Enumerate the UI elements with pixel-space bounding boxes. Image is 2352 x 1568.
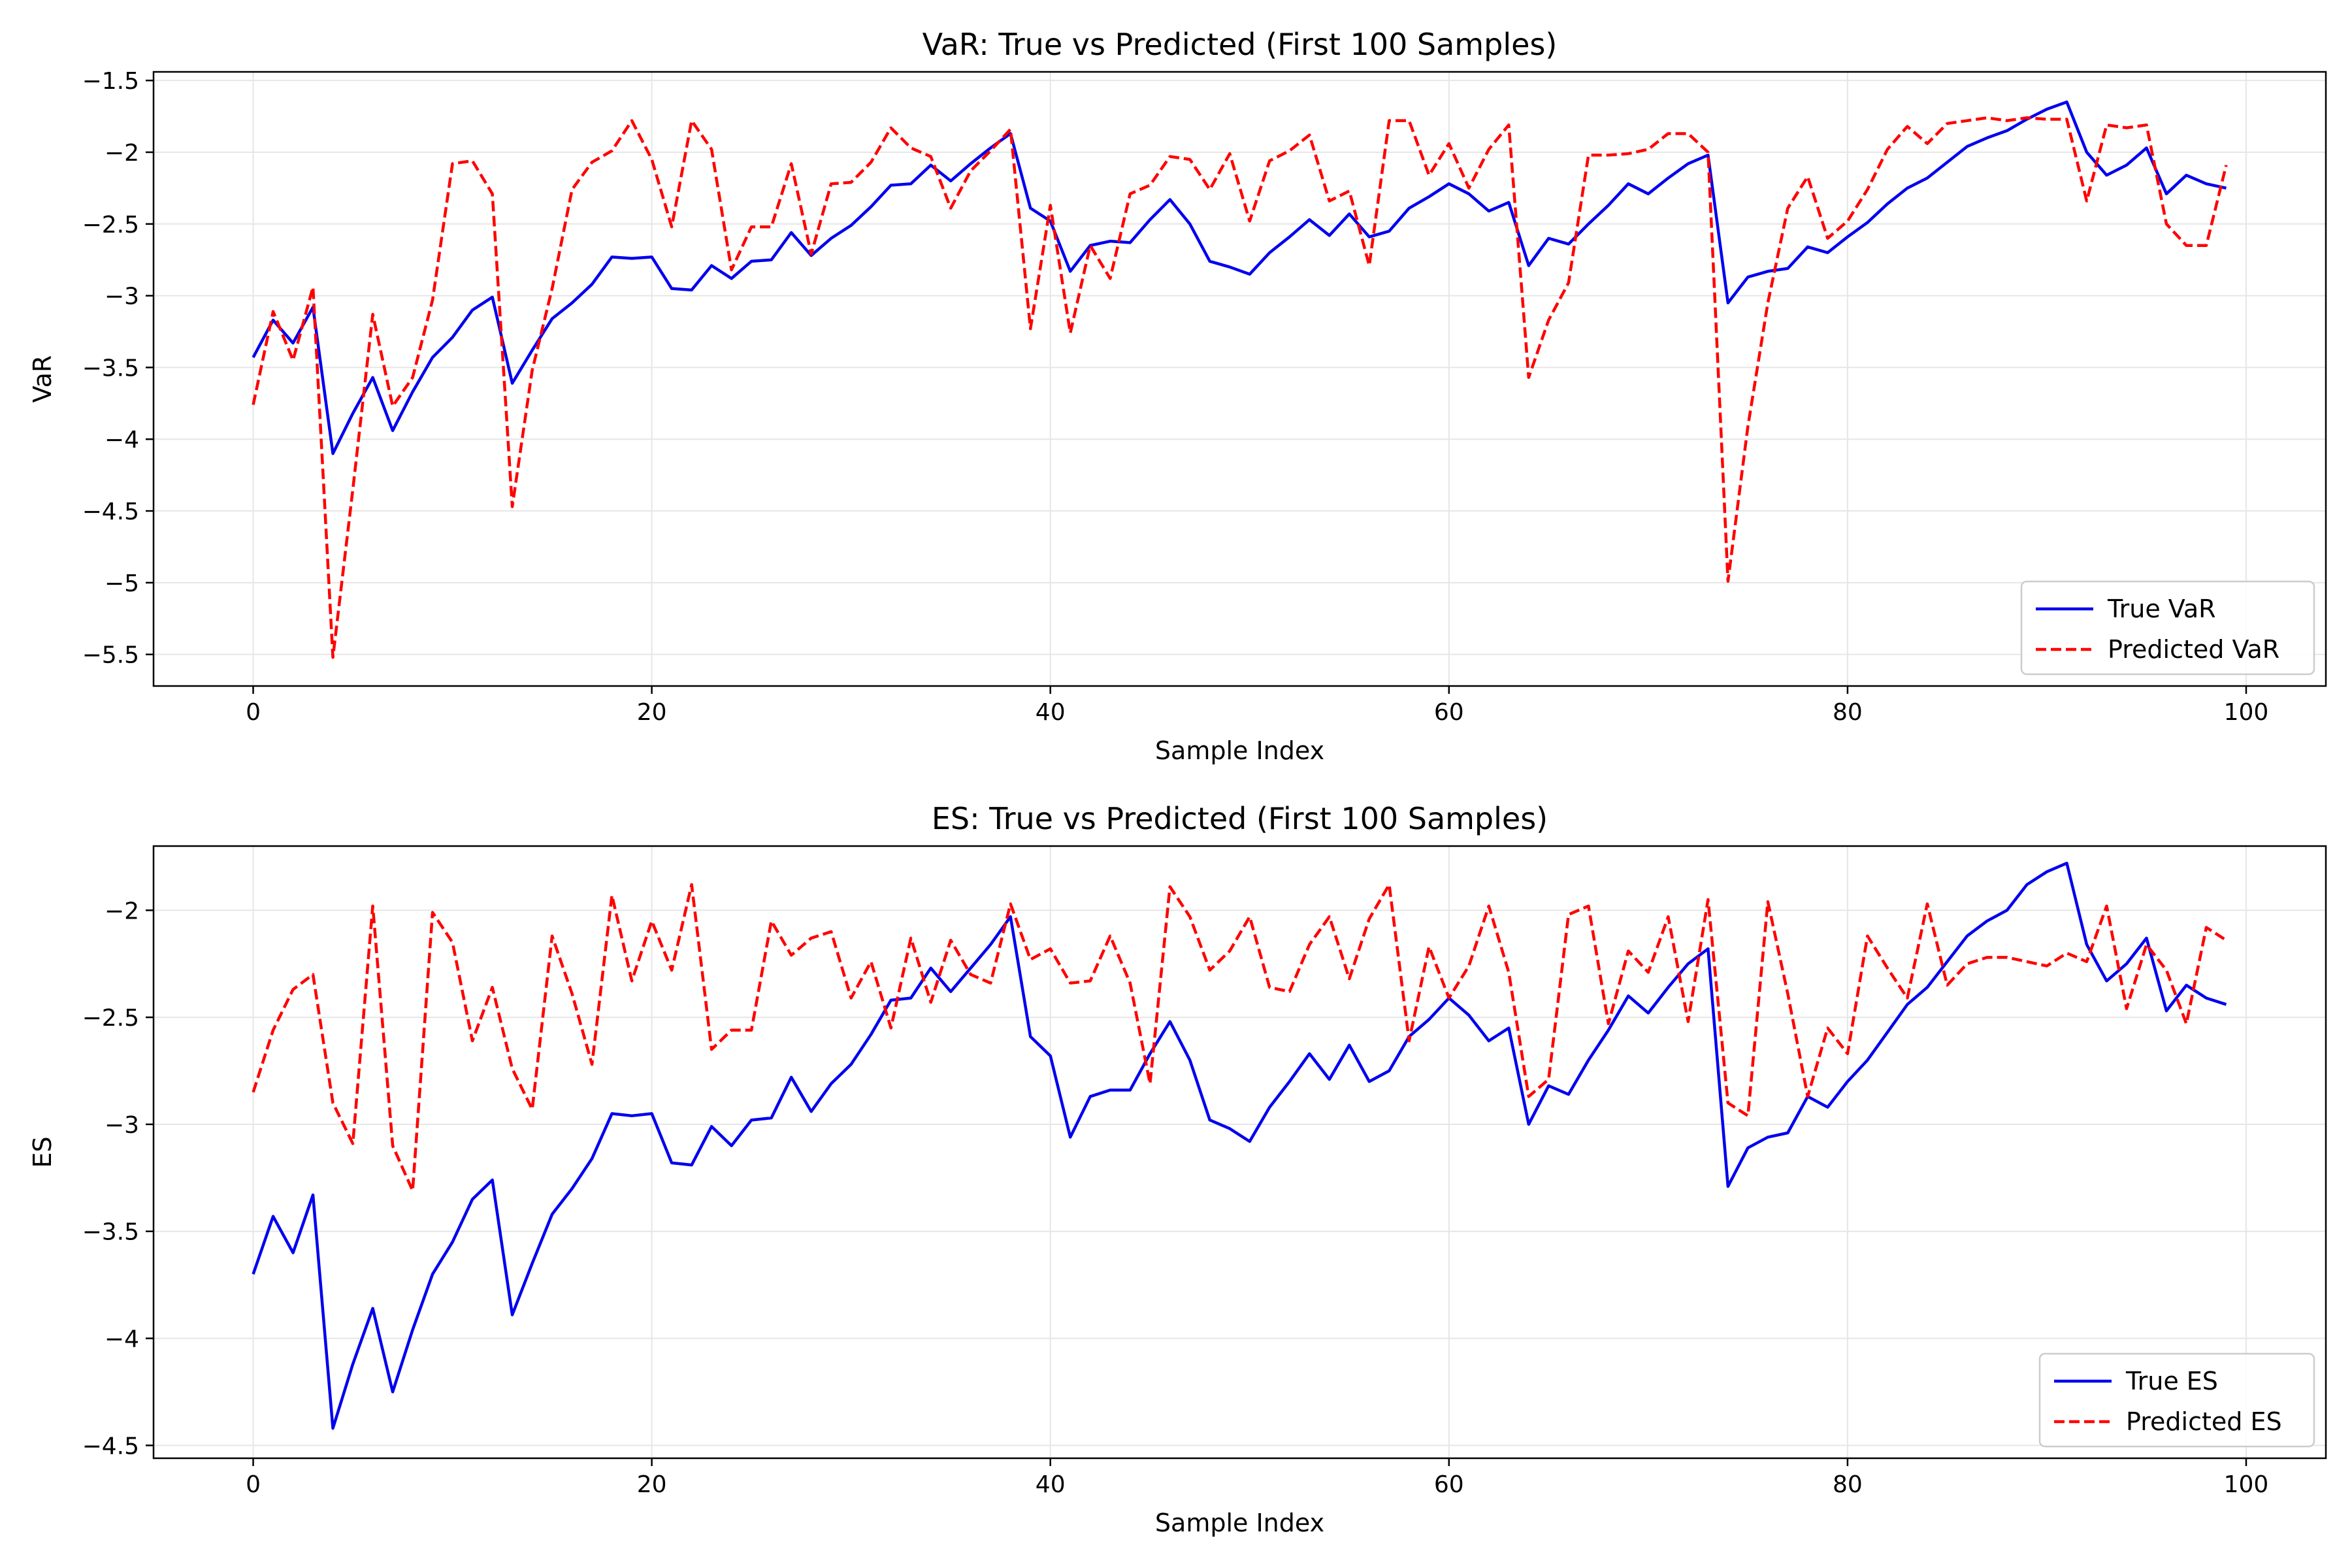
- chart2-ytick-label-0: −4.5: [82, 1433, 139, 1460]
- chart2-xtick-label-1: 20: [637, 1471, 667, 1498]
- chart1-xtick-label-1: 20: [637, 699, 667, 726]
- chart1-ytick-label-0: −5.5: [82, 642, 139, 669]
- chart1-legend-box: [2020, 580, 2315, 676]
- chart1-legend: True VaR Predicted VaR: [2020, 580, 2315, 676]
- chart2-xtick-label-5: 100: [2224, 1471, 2269, 1498]
- chart2-axes-frame: [152, 845, 2327, 1460]
- chart2-xtick-label-3: 60: [1434, 1471, 1464, 1498]
- chart2-ytick-label-5: −2: [105, 898, 139, 924]
- chart2-ytick-label-3: −3: [105, 1112, 139, 1139]
- chart1-ytick-label-8: −1.5: [82, 68, 139, 95]
- chart1-ytick-label-1: −5: [105, 570, 139, 597]
- chart1-series-1-line: [252, 100, 2227, 455]
- chart1-legend-label-2: Predicted VaR: [2108, 635, 2279, 664]
- chart2-xtick-label-0: 0: [246, 1471, 261, 1498]
- chart2-series-2-line: [252, 883, 2227, 1192]
- chart1-xtick-label-4: 80: [1833, 699, 1863, 726]
- chart2-series-1-line: [252, 861, 2227, 1430]
- chart1-ylabel: VaR: [28, 355, 57, 403]
- chart2-legend-label-1: True ES: [2125, 1367, 2218, 1396]
- chart1-title: VaR: True vs Predicted (First 100 Sample…: [923, 27, 1558, 62]
- chart2-xtick-label-4: 80: [1833, 1471, 1863, 1498]
- chart1-xlabel: Sample Index: [1155, 736, 1324, 765]
- chart1-xtick-label-5: 100: [2224, 699, 2269, 726]
- chart2-legend-label-2: Predicted ES: [2126, 1407, 2282, 1436]
- chart1-ytick-label-5: −3: [105, 284, 139, 310]
- chart2-ylabel: ES: [28, 1136, 57, 1168]
- chart1-axes-frame: [152, 71, 2327, 687]
- chart1-ytick-label-6: −2.5: [82, 212, 139, 238]
- chart1-xtick-label-0: 0: [246, 699, 261, 726]
- chart1-ytick-label-3: −4: [105, 427, 139, 453]
- chart2-xtick-label-2: 40: [1036, 1471, 1066, 1498]
- chart1-ytick-label-7: −2: [105, 140, 139, 167]
- chart2-legend: True ES Predicted ES: [2038, 1352, 2315, 1448]
- chart1-ytick-label-2: −4.5: [82, 498, 139, 525]
- chart2: 0 20 40 60 80 100 −4.5 −4 −3.5 −3 −2.5 −2 ES: True v…: [28, 801, 2327, 1537]
- chart1-xtick-label-2: 40: [1036, 699, 1066, 726]
- chart2-legend-box: [2038, 1352, 2315, 1448]
- chart2-xlabel: Sample Index: [1155, 1509, 1324, 1537]
- chart2-ytick-label-1: −4: [105, 1326, 139, 1353]
- chart1-xtick-label-3: 60: [1434, 699, 1464, 726]
- chart2-title: ES: True vs Predicted (First 100 Samples…: [932, 801, 1548, 836]
- chart1: 0 20 40 60 80 100 −5.5 −5 −4.5 −4 −3.5 −3 −2.5 −2 −1.5…: [28, 27, 2327, 765]
- chart1-ytick-label-4: −3.5: [82, 355, 139, 382]
- chart1-legend-label-1: True VaR: [2107, 595, 2216, 623]
- chart2-ytick-label-2: −3.5: [82, 1219, 139, 1246]
- chart1-series-2-line: [252, 116, 2228, 659]
- chart2-ytick-label-4: −2.5: [82, 1005, 139, 1032]
